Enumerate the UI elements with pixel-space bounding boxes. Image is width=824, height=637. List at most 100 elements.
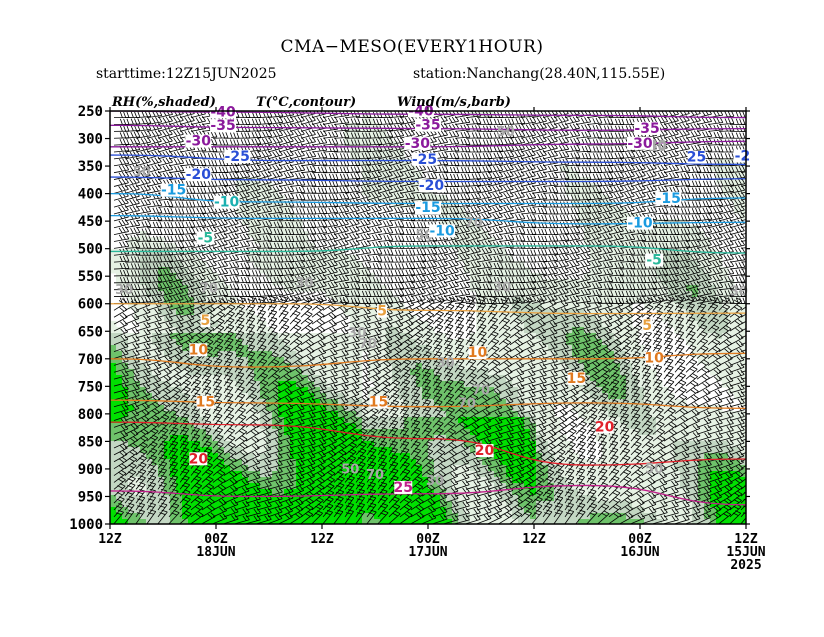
rh-cell (236, 441, 243, 448)
rh-cell (518, 267, 525, 274)
rh-cell (554, 315, 561, 322)
rh-cell (722, 165, 729, 172)
rh-cell (434, 375, 441, 382)
rh-cell (122, 441, 129, 448)
rh-cell (494, 273, 501, 280)
rh-cell (326, 351, 333, 358)
rh-cell (266, 249, 273, 256)
rh-cell (182, 453, 189, 460)
rh-cell (722, 333, 729, 340)
rh-cell (344, 291, 351, 298)
rh-cell (248, 441, 255, 448)
rh-cell (344, 345, 351, 352)
rh-cell (518, 351, 525, 358)
rh-cell (158, 399, 165, 406)
rh-cell (530, 411, 537, 418)
rh-cell (290, 213, 297, 220)
rh-cell (350, 351, 357, 358)
rh-cell (434, 333, 441, 340)
rh-cell (410, 429, 417, 436)
rh-cell (332, 387, 339, 394)
rh-cell (428, 423, 435, 430)
rh-cell (584, 339, 591, 346)
rh-cell (638, 231, 645, 238)
rh-cell (626, 435, 633, 442)
rh-cell (110, 441, 117, 448)
rh-cell (668, 225, 675, 232)
rh-cell (596, 315, 603, 322)
rh-cell (476, 249, 483, 256)
wind-barb (113, 138, 130, 146)
rh-cell (374, 321, 381, 328)
rh-cell (188, 411, 195, 418)
rh-cell (548, 381, 555, 388)
rh-cell (218, 387, 225, 394)
rh-cell (164, 261, 171, 268)
rh-cell (146, 387, 153, 394)
rh-cell (302, 393, 309, 400)
rh-cell (350, 405, 357, 412)
rh-cell (272, 417, 279, 424)
rh-cell (350, 435, 357, 442)
rh-cell (338, 333, 345, 340)
rh-cell (446, 213, 453, 220)
rh-cell (266, 399, 273, 406)
rh-cell (716, 357, 723, 364)
rh-cell (458, 453, 465, 460)
rh-cell (446, 465, 453, 472)
rh-cell (620, 459, 627, 466)
rh-cell (266, 189, 273, 196)
rh-cell (524, 357, 531, 364)
rh-cell (266, 459, 273, 466)
rh-cell (428, 471, 435, 478)
rh-cell (620, 423, 627, 430)
rh-cell (380, 477, 387, 484)
rh-cell (320, 363, 327, 370)
rh-cell (512, 459, 519, 466)
rh-cell (116, 255, 123, 262)
rh-cell (494, 291, 501, 298)
rh-cell (662, 285, 669, 292)
rh-cell (368, 423, 375, 430)
rh-cell (158, 333, 165, 340)
rh-cell (344, 387, 351, 394)
rh-cell (380, 321, 387, 328)
rh-cell (638, 447, 645, 454)
rh-cell (254, 345, 261, 352)
rh-cell (728, 303, 735, 310)
rh-cell (398, 441, 405, 448)
rh-cell (116, 405, 123, 412)
rh-cell (728, 435, 735, 442)
rh-cell (740, 423, 746, 430)
rh-cell (260, 465, 267, 472)
rh-cell (536, 303, 543, 310)
rh-cell (188, 363, 195, 370)
rh-cell (590, 231, 597, 238)
rh-cell (602, 399, 609, 406)
rh-cell (602, 285, 609, 292)
rh-cell (374, 147, 381, 154)
rh-cell (638, 291, 645, 298)
rh-cell (296, 237, 303, 244)
rh-cell (686, 435, 693, 442)
rh-cell (572, 177, 579, 184)
rh-cell (488, 273, 495, 280)
rh-cell (380, 345, 387, 352)
rh-cell (116, 261, 123, 268)
rh-cell (674, 435, 681, 442)
rh-cell (518, 447, 525, 454)
rh-cell (446, 381, 453, 388)
rh-cell (254, 363, 261, 370)
rh-cell (500, 375, 507, 382)
rh-cell (656, 225, 663, 232)
rh-cell (416, 411, 423, 418)
rh-cell (452, 213, 459, 220)
rh-cell (176, 459, 183, 466)
rh-cell (290, 387, 297, 394)
rh-cell (230, 423, 237, 430)
rh-cell (524, 291, 531, 298)
rh-cell (242, 429, 249, 436)
rh-cell (542, 303, 549, 310)
rh-cell (302, 465, 309, 472)
rh-cell (488, 237, 495, 244)
